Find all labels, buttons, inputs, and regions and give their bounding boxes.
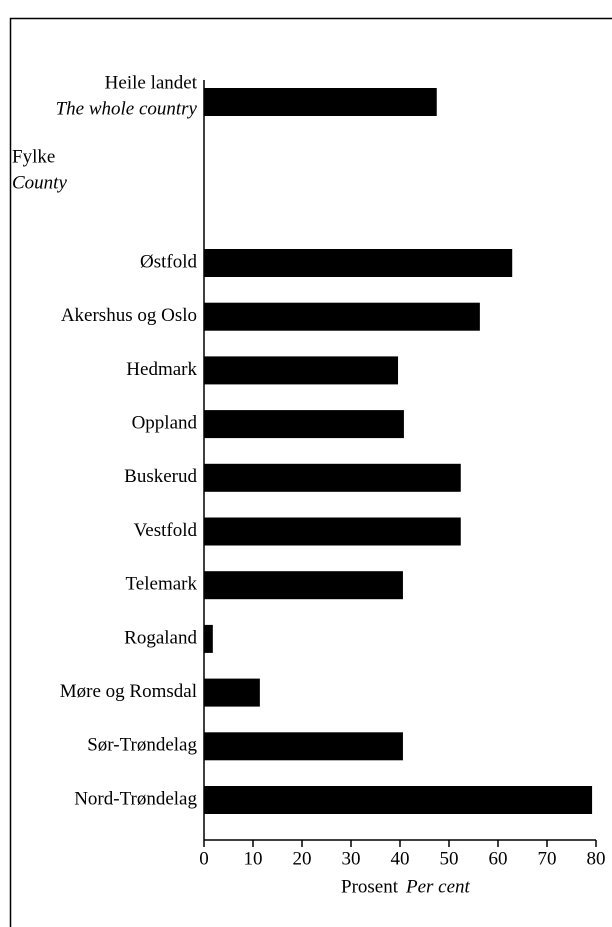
bar — [204, 302, 480, 331]
group-label-en: County — [12, 172, 67, 193]
x-tick-label: 50 — [440, 848, 459, 869]
frame — [9, 17, 612, 927]
x-tick-label: 0 — [199, 848, 209, 869]
x-tick-label: 60 — [489, 848, 508, 869]
bar — [204, 571, 403, 600]
group-label: Fylke — [12, 146, 55, 167]
y-tick-label: Østfold — [140, 251, 198, 272]
x-tick-label: 30 — [342, 848, 361, 869]
bar — [204, 410, 404, 439]
bar — [204, 249, 513, 277]
total-label-en: The whole country — [56, 98, 198, 119]
bar — [204, 786, 593, 814]
x-axis-label: Prosent — [341, 876, 399, 897]
x-tick-label: 70 — [538, 848, 557, 869]
x-axis-label-en: Per cent — [405, 876, 471, 897]
bar — [204, 463, 461, 492]
y-tick-label: Telemark — [126, 574, 198, 595]
total-label: Heile landet — [105, 72, 198, 93]
y-tick-label: Hedmark — [126, 359, 197, 380]
bar — [204, 678, 260, 707]
y-tick-label: Nord-Trøndelag — [74, 788, 197, 809]
y-tick-label: Oppland — [132, 412, 198, 433]
x-tick-label: 80 — [587, 848, 606, 869]
y-tick-label: Møre og Romsdal — [60, 681, 197, 702]
bar — [204, 88, 437, 116]
y-tick-label: Sør-Trøndelag — [87, 735, 197, 756]
bar — [204, 624, 213, 653]
bar — [204, 356, 399, 385]
x-tick-label: 20 — [293, 848, 312, 869]
bar — [204, 732, 403, 761]
y-tick-label: Vestfold — [134, 520, 198, 541]
x-tick-label: 40 — [391, 848, 410, 869]
y-tick-label: Rogaland — [124, 627, 197, 648]
bar — [204, 517, 461, 546]
y-tick-label: Buskerud — [124, 466, 197, 487]
x-tick-label: 10 — [244, 848, 263, 869]
y-tick-label: Akershus og Oslo — [61, 305, 197, 326]
